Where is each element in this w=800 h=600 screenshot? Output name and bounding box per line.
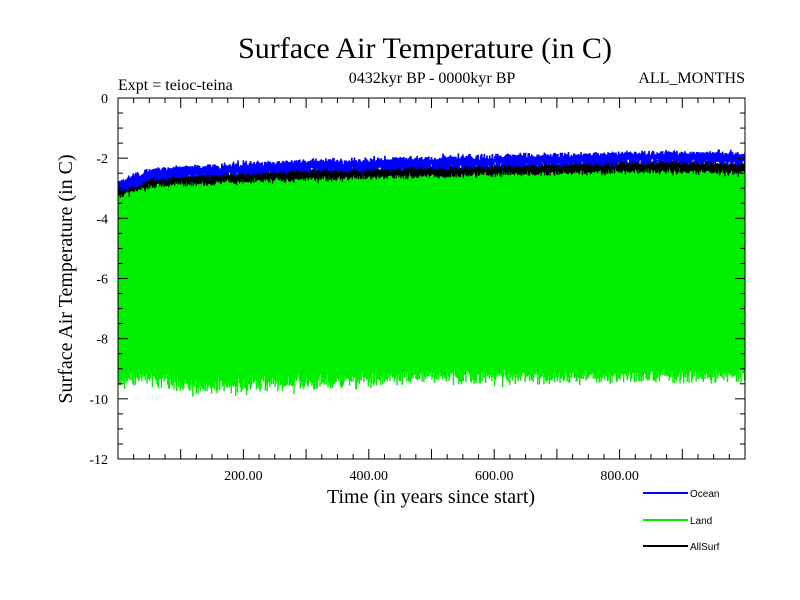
y-tick-label: -10	[89, 393, 108, 408]
legend-item-ocean: Ocean	[643, 489, 719, 500]
legend-label: Ocean	[690, 489, 719, 500]
series-land-line	[118, 160, 745, 397]
y-tick-label: -4	[96, 212, 108, 227]
experiment-label: Expt = teioc-teina	[118, 77, 233, 94]
y-axis-label: Surface Air Temperature (in C)	[55, 154, 77, 403]
legend-item-allsurf: AllSurf	[643, 542, 720, 553]
x-tick-label: 600.00	[475, 469, 514, 484]
chart-title: Surface Air Temperature (in C)	[238, 32, 612, 65]
legend-item-land: Land	[643, 516, 712, 527]
y-tick-label: -8	[96, 333, 108, 348]
legend-label: AllSurf	[690, 542, 720, 553]
y-tick-label: 0	[101, 92, 108, 107]
y-tick-label: -2	[96, 152, 108, 167]
axes: 200.00 400.00 600.00 800.00 0 -2 -4 -6 -8 -10 -12	[89, 92, 746, 484]
legend: Ocean Land AllSurf	[643, 489, 720, 553]
legend-label: Land	[690, 516, 712, 527]
plot-area	[118, 149, 745, 397]
months-label: ALL_MONTHS	[638, 70, 745, 87]
chart-subtitle: 0432kyr BP - 0000kyr BP	[349, 70, 516, 87]
x-tick-label: 200.00	[224, 469, 263, 484]
y-tick-label: -12	[89, 453, 108, 468]
x-tick-label: 400.00	[350, 469, 389, 484]
series-ocean-line	[118, 149, 745, 193]
series-allsurf-line	[118, 157, 745, 198]
y-tick-label: -6	[96, 273, 108, 288]
x-axis-label: Time (in years since start)	[327, 486, 535, 508]
x-tick-label: 800.00	[600, 469, 639, 484]
